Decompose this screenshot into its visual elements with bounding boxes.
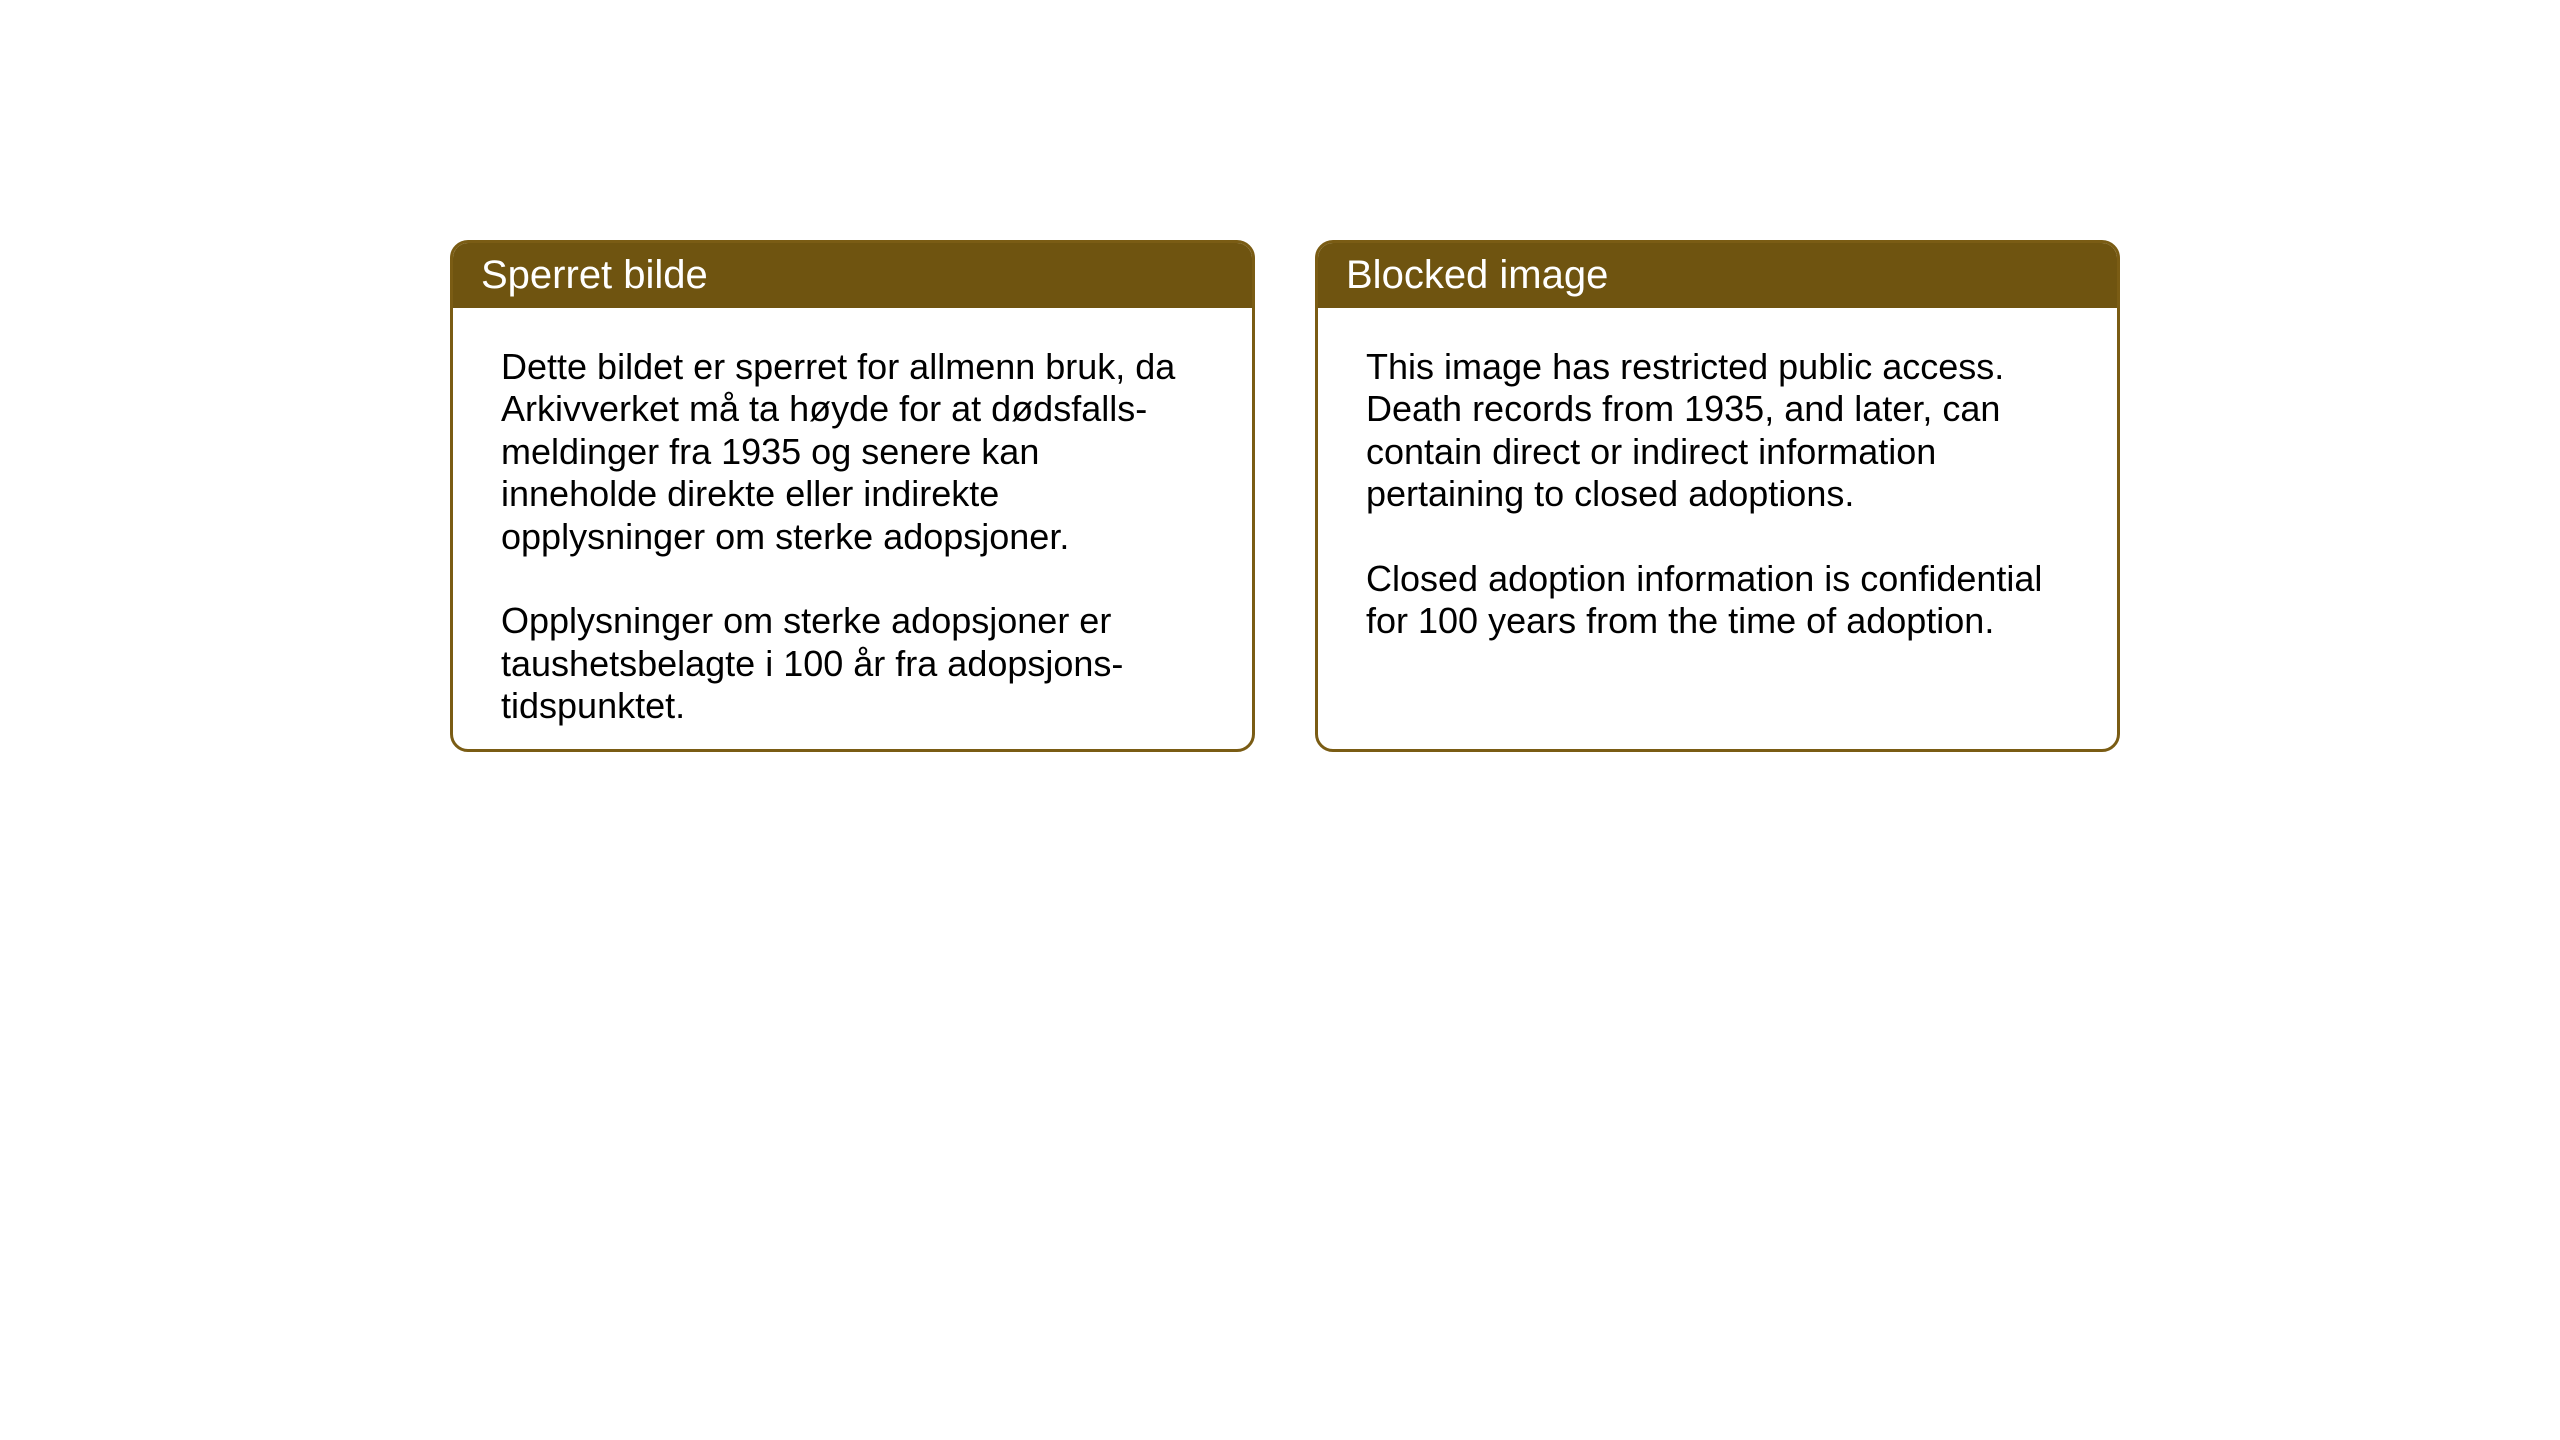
- card-header-norwegian: Sperret bilde: [453, 243, 1252, 308]
- notice-card-english: Blocked image This image has restricted …: [1315, 240, 2120, 752]
- card-header-english: Blocked image: [1318, 243, 2117, 308]
- card-title-norwegian: Sperret bilde: [481, 253, 708, 297]
- notice-container: Sperret bilde Dette bildet er sperret fo…: [450, 240, 2120, 752]
- card-paragraph-2-norwegian: Opplysninger om sterke adopsjoner er tau…: [501, 600, 1204, 727]
- card-paragraph-1-norwegian: Dette bildet er sperret for allmenn bruk…: [501, 346, 1204, 558]
- card-paragraph-1-english: This image has restricted public access.…: [1366, 346, 2069, 516]
- card-paragraph-2-english: Closed adoption information is confident…: [1366, 558, 2069, 643]
- card-title-english: Blocked image: [1346, 253, 1608, 297]
- notice-card-norwegian: Sperret bilde Dette bildet er sperret fo…: [450, 240, 1255, 752]
- card-body-norwegian: Dette bildet er sperret for allmenn bruk…: [453, 308, 1252, 752]
- card-body-english: This image has restricted public access.…: [1318, 308, 2117, 681]
